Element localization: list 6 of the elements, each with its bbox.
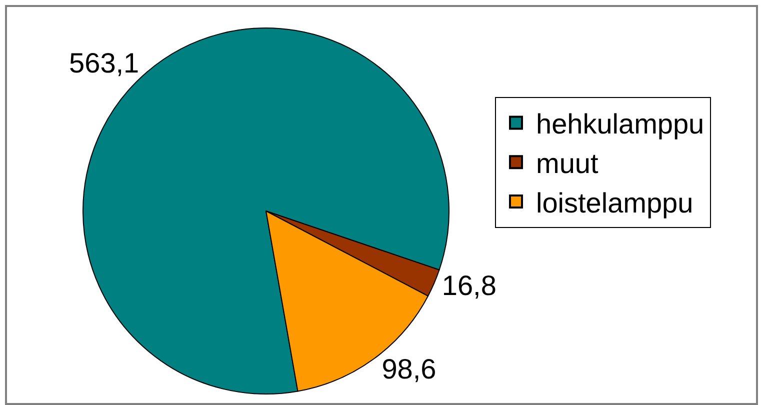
legend-label: hehkulamppu [536,108,704,140]
legend-label: muut [536,148,598,180]
data-label: 563,1 [69,48,140,79]
data-label: 98,6 [382,353,436,384]
legend-label: loistelamppu [536,187,694,218]
data-label: 16,8 [442,270,496,302]
